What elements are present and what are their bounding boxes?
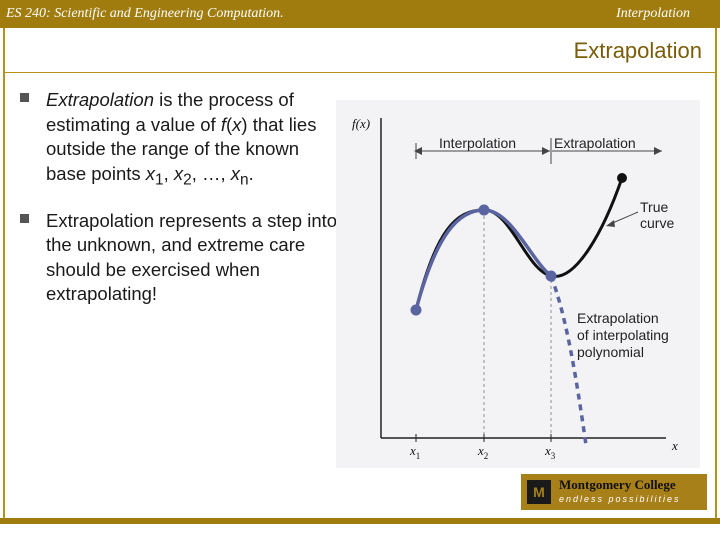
base-xn: x [230,162,241,184]
logo-name: Montgomery College [559,477,676,492]
extrap-arrowhead [654,147,662,155]
base-point-1 [410,304,422,316]
y-axis-label: f(x) [352,116,370,131]
extrapolation-figure: f(x) x Interpolation Extrapolation True … [336,100,700,468]
sub-n: n [240,171,249,189]
bullet-text: Extrapolation represents a step into the… [46,209,338,305]
frame-right [715,28,717,518]
figure-svg: f(x) x Interpolation Extrapolation True … [352,116,678,461]
sub-1: 1 [155,171,164,189]
bullet-list: Extrapolation is the process of estimati… [20,88,340,323]
bullet-marker [20,213,29,223]
ellipsis: … [201,162,221,184]
frame-left [3,28,5,518]
logo-wordmark: Montgomery College endless possibilities [559,478,681,506]
base-x2: x [173,162,184,184]
logo-mark-letter: M [533,484,545,500]
true-curve-pointer-head [606,220,615,227]
sub-2: 2 [183,171,192,189]
fx-f: f [220,113,226,135]
interp-label: Interpolation [439,135,516,151]
logo-mark: M [527,480,551,504]
title-underline [5,72,715,73]
tick-label-x1: x1 [409,443,420,461]
base-point-2 [478,204,490,216]
fx-x: x [232,113,242,135]
true-curve-endpoint [617,173,627,183]
tick-label-x3: x3 [544,443,556,461]
bullet-item: Extrapolation is the process of estimati… [20,88,340,193]
extrap-polynomial [549,275,588,446]
bullet-marker [20,93,29,102]
base-x1: x [145,162,156,184]
interp-arrowhead-left [414,147,422,155]
true-curve-label-2: curve [640,215,674,231]
tick-label-x2: x2 [477,443,488,461]
section-title: Interpolation [616,6,690,21]
extrap-poly-label-1: Extrapolation [577,310,659,326]
header-bar: ES 240: Scientific and Engineering Compu… [0,0,720,28]
slide-title: Extrapolation [573,38,702,63]
interp-arrowhead-right [542,147,550,155]
bullet-text: is the process of estimating a value of [46,89,294,135]
footer-bar [0,518,720,524]
bullet-term: Extrapolation [46,89,154,110]
extrap-label: Extrapolation [554,135,636,151]
x-axis-label: x [671,438,678,453]
college-logo: M Montgomery College endless possibiliti… [521,474,707,510]
bullet-item: Extrapolation represents a step into the… [20,209,340,307]
course-title: ES 240: Scientific and Engineering Compu… [6,6,284,21]
logo-tagline: endless possibilities [559,494,681,504]
extrap-poly-label-2: of interpolating [577,327,669,343]
true-curve-label-1: True [640,199,668,215]
true-curve [414,177,624,311]
extrap-poly-label-3: polynomial [577,344,644,360]
bullet-text: that lies outside the range of the known… [46,113,317,184]
base-point-3 [545,270,557,282]
